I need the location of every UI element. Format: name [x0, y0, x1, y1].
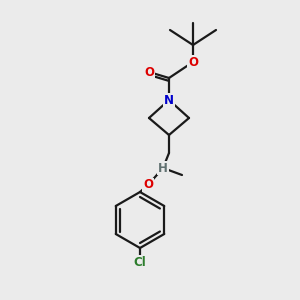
Text: O: O [143, 178, 153, 191]
Text: H: H [158, 161, 168, 175]
Text: N: N [164, 94, 174, 106]
Text: Cl: Cl [134, 256, 146, 268]
Text: O: O [144, 65, 154, 79]
Text: O: O [188, 56, 198, 68]
